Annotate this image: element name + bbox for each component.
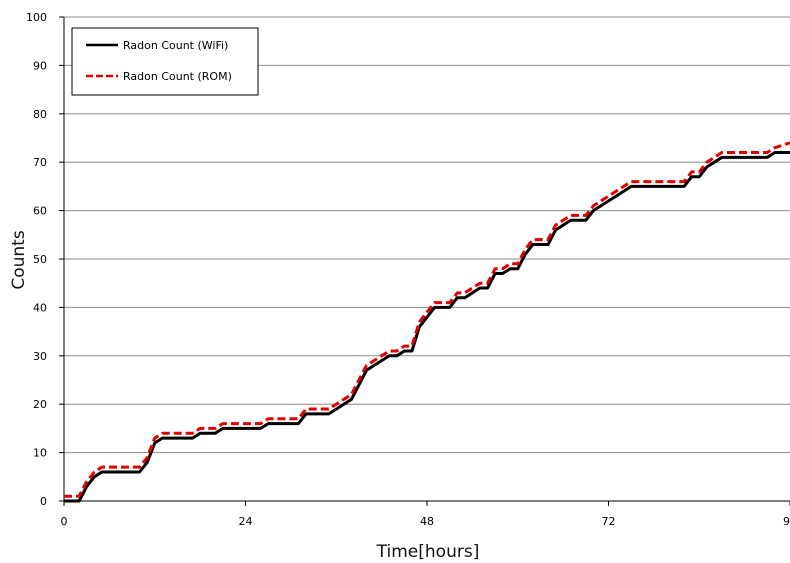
- x-axis-title: Time[hours]: [376, 542, 480, 562]
- y-tick-label: 30: [33, 350, 47, 363]
- x-tick-label: 24: [239, 515, 253, 528]
- legend-label-rom: Radon Count (ROM): [123, 70, 232, 83]
- y-tick-label: 80: [33, 108, 47, 121]
- x-tick-label: 96: [783, 515, 790, 528]
- series-line-rom: [64, 141, 790, 498]
- y-tick-label: 90: [33, 59, 47, 72]
- y-tick-label: 0: [40, 495, 47, 508]
- y-tick-label: 70: [33, 156, 47, 169]
- y-tick-label: 100: [26, 11, 47, 24]
- y-tick-label: 60: [33, 205, 47, 218]
- x-tick-label: 48: [420, 515, 434, 528]
- y-tick-label: 10: [33, 447, 47, 460]
- y-tick-label: 20: [33, 398, 47, 411]
- gridlines: [64, 16, 790, 454]
- plot-lines: [64, 141, 790, 503]
- y-tick-label: 40: [33, 301, 47, 314]
- legend-label-wifi: Radon Count (WiFi): [123, 39, 228, 52]
- y-axis-title: Counts: [9, 230, 29, 289]
- y-axis: 0 10 20 30 40 50 60 70 80 90 100: [26, 11, 65, 508]
- series-line-wifi: [64, 151, 790, 503]
- legend-box: [71, 27, 259, 96]
- x-tick-label: 0: [61, 515, 68, 528]
- legend: Radon Count (WiFi) Radon Count (ROM): [71, 27, 259, 96]
- x-tick-label: 72: [602, 515, 616, 528]
- y-tick-label: 50: [33, 253, 47, 266]
- x-axis: 0 24 48 72 96: [61, 500, 790, 528]
